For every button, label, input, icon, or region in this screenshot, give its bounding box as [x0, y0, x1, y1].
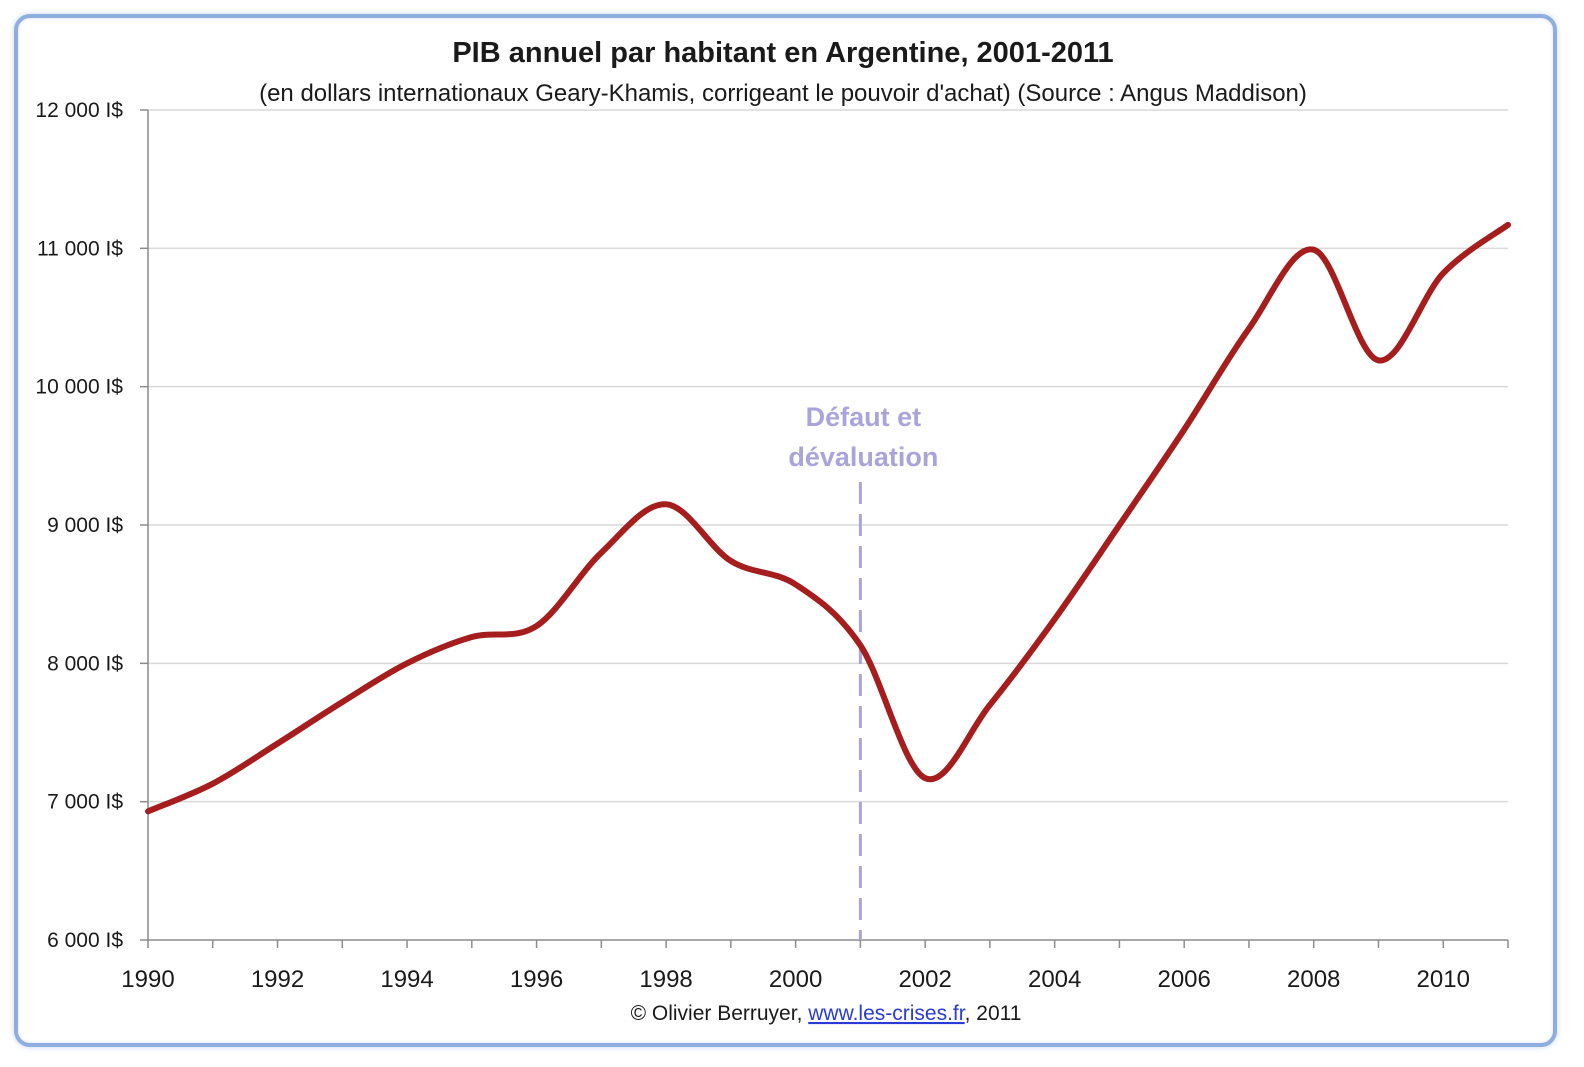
x-tick-label: 2000: [769, 966, 822, 993]
y-tick-label: 9 000 I$: [47, 514, 123, 537]
gridlines: [148, 109, 1508, 803]
x-tick-label: 1992: [251, 966, 304, 993]
x-tick-label: 2008: [1287, 966, 1340, 993]
x-tick-label: 2006: [1157, 966, 1210, 993]
axes: [147, 110, 1508, 941]
x-tick-label: 1996: [510, 966, 563, 993]
x-tick-label: 1998: [639, 966, 692, 993]
x-tick-label: 2004: [1028, 966, 1081, 993]
footer: © Olivier Berruyer, www.les-crises.fr, 2…: [631, 1002, 1022, 1025]
x-axis-ticks: 1990 1992 1994 1996 1998 2000 2002 2004 2006 2008…: [121, 940, 1509, 993]
chart-frame: [14, 14, 1557, 1047]
footer-copyright: © Olivier Berruyer,: [631, 1002, 809, 1025]
chart-title: PIB annuel par habitant en Argentine, 20…: [452, 37, 1113, 69]
footer-year: , 2011: [965, 1002, 1022, 1025]
footer-link[interactable]: www.les-crises.fr: [807, 1002, 966, 1025]
y-axis-ticks: 6 000 I$ 7 000 I$ 8 000 I$ 9 000 I$ 10 000 I…: [35, 99, 148, 952]
y-tick-label: 7 000 I$: [47, 791, 123, 814]
annotation-label-line2: dévaluation: [788, 442, 938, 472]
y-tick-label: 6 000 I$: [47, 929, 123, 952]
x-tick-label: 1990: [121, 966, 174, 993]
annotation: Défaut et dévaluation: [788, 402, 938, 940]
x-tick-label: 2010: [1417, 966, 1470, 993]
y-tick-label: 8 000 I$: [47, 652, 123, 675]
y-tick-label: 11 000 I$: [37, 237, 123, 260]
x-tick-label: 1994: [380, 966, 433, 993]
chart-subtitle: (en dollars internationaux Geary-Khamis,…: [259, 80, 1307, 107]
annotation-label-line1: Défaut et: [806, 402, 922, 432]
series-line: [145, 221, 1511, 815]
y-tick-label: 12 000 I$: [35, 99, 123, 122]
series-group: [145, 221, 1511, 815]
x-tick-label: 2002: [898, 966, 951, 993]
y-tick-label: 10 000 I$: [35, 376, 123, 399]
